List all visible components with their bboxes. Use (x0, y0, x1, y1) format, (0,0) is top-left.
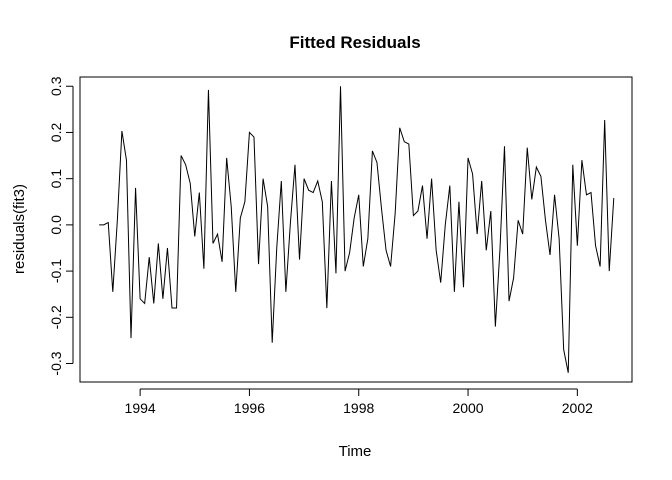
x-tick-label: 1994 (125, 400, 156, 416)
y-tick-label: 0.0 (48, 215, 64, 235)
y-tick-label: -0.2 (48, 305, 64, 329)
x-tick-label: 2002 (562, 400, 593, 416)
y-tick-label: 0.2 (48, 123, 64, 143)
residuals-series-line (99, 86, 615, 373)
y-tick-label: 0.3 (48, 76, 64, 96)
x-axis-label: Time (339, 443, 372, 460)
y-tick-label: -0.3 (48, 351, 64, 375)
x-tick-label: 2000 (452, 400, 483, 416)
chart-title: Fitted Residuals (289, 33, 420, 52)
y-tick-label: -0.1 (48, 259, 64, 283)
x-tick-label: 1996 (234, 400, 265, 416)
y-axis-label: residuals(fit3) (11, 184, 28, 274)
plot-frame (79, 76, 633, 383)
y-axis: -0.3 -0.2 -0.1 0.0 0.1 0.2 0.3 (48, 76, 74, 376)
y-tick-label: 0.1 (48, 169, 64, 189)
x-tick-label: 1998 (343, 400, 374, 416)
x-axis: 1994 1996 1998 2000 2002 (125, 388, 593, 416)
